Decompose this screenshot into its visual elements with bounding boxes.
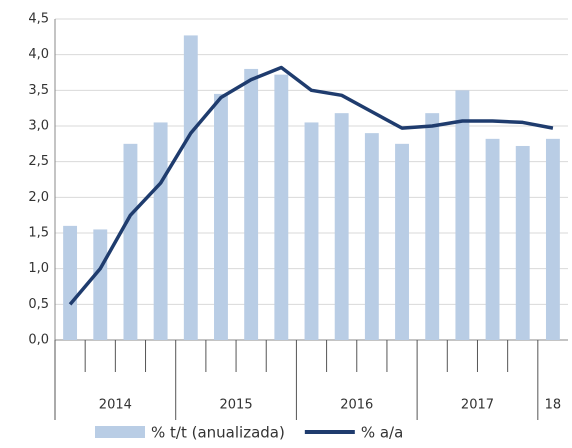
y-tick-label: 0,5 (28, 297, 49, 312)
bar (63, 225, 78, 340)
bar (515, 145, 530, 340)
y-tick-label: 0,0 (28, 333, 49, 348)
y-tick-label: 4,0 (28, 47, 49, 62)
legend-swatch (95, 426, 145, 438)
bar (244, 68, 259, 340)
x-group-label: 2015 (220, 398, 253, 413)
bar (455, 90, 470, 340)
bar (364, 133, 379, 340)
bar (545, 138, 560, 340)
bar (304, 122, 319, 340)
bar (183, 35, 198, 340)
bar (395, 143, 409, 340)
y-tick-label: 1,0 (28, 261, 49, 276)
bar (153, 122, 168, 340)
legend-label: % a/a (361, 424, 403, 442)
bar (214, 93, 228, 341)
bar (485, 138, 500, 340)
y-tick-label: 3,5 (28, 83, 49, 98)
bar (93, 229, 108, 340)
y-tick-label: 4,5 (28, 12, 49, 27)
x-group-label: 2014 (99, 398, 132, 413)
legend-label: % t/t (anualizada) (151, 424, 285, 442)
bar (123, 143, 138, 340)
x-group-label: 2016 (340, 398, 373, 413)
bar (274, 74, 289, 340)
x-group-label: 18 (545, 398, 562, 413)
y-tick-label: 3,0 (28, 119, 49, 134)
line (68, 65, 554, 306)
x-group-label: 2017 (461, 398, 494, 413)
y-tick-label: 2,0 (28, 190, 49, 205)
y-tick-label: 2,5 (28, 154, 49, 169)
bar (334, 113, 349, 340)
y-tick-label: 1,5 (28, 226, 49, 241)
bar (425, 113, 440, 340)
